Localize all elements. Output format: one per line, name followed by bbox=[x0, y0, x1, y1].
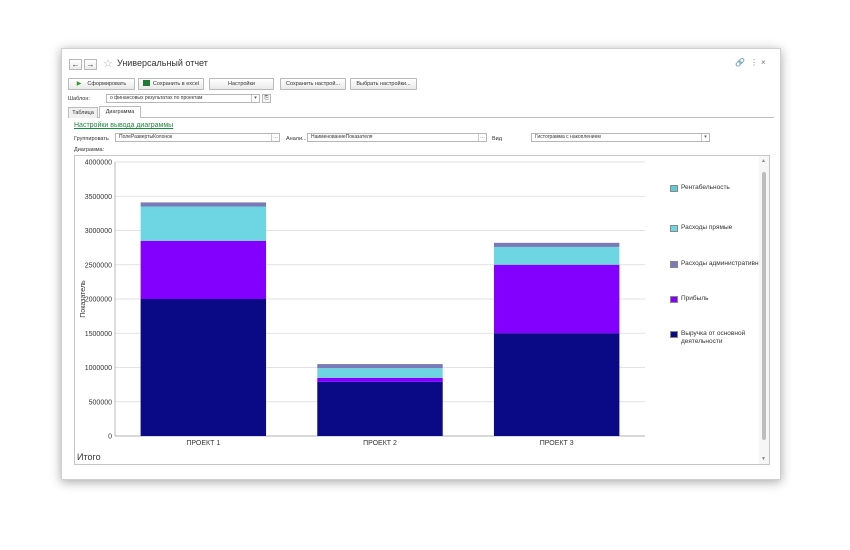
chart-frame: 0 500000 1000000 1500000 2000000 2500000 30000… bbox=[74, 155, 770, 465]
x-tick-label: ПРОЕКТ 2 bbox=[363, 440, 397, 447]
group-field[interactable]: ПолеРазвертыКолонок … bbox=[115, 133, 280, 142]
y-axis-label: Показатель bbox=[80, 280, 87, 318]
legend-label: Рентабельность bbox=[681, 184, 730, 191]
scroll-up-icon[interactable]: ▲ bbox=[761, 158, 766, 164]
bar-segment bbox=[317, 381, 443, 436]
settings-button[interactable]: Настройки bbox=[209, 78, 274, 90]
tab-bar: Таблица Диаграмма bbox=[68, 106, 774, 118]
legend-label: Выручка от основной деятельности bbox=[681, 330, 746, 345]
legend-swatch bbox=[670, 296, 678, 303]
template-field[interactable]: о финансовых результатах по проектам ▾ bbox=[106, 94, 260, 103]
window-title: Универсальный отчет bbox=[117, 58, 208, 68]
y-tick-label: 4000000 bbox=[85, 160, 112, 167]
bar-segment bbox=[140, 299, 267, 436]
save-excel-button[interactable]: Сохранить в excel bbox=[138, 78, 204, 90]
close-icon[interactable]: × bbox=[761, 58, 766, 67]
diagram-label: Диаграмма: bbox=[74, 147, 105, 153]
legend-swatch bbox=[670, 331, 678, 338]
open-icon[interactable]: ⎘ bbox=[262, 94, 271, 103]
back-arrow-icon[interactable]: ← bbox=[69, 59, 82, 70]
y-tick-label: 2000000 bbox=[85, 297, 112, 304]
tab-diagram[interactable]: Диаграмма bbox=[99, 106, 141, 118]
save-settings-button[interactable]: Сохранить настрой... bbox=[280, 78, 346, 90]
bar-segment bbox=[493, 246, 620, 265]
y-tick-label: 1500000 bbox=[85, 331, 112, 338]
analysis-field[interactable]: НаименованиеПоказателя … bbox=[307, 133, 487, 142]
scroll-thumb[interactable] bbox=[762, 172, 766, 440]
bar-segment bbox=[317, 364, 443, 369]
chart-settings-link[interactable]: Настройки вывода диаграммы bbox=[74, 122, 174, 129]
more-menu-icon[interactable]: ⋮ bbox=[750, 58, 758, 67]
report-window: ← → ☆ Универсальный отчет 🔗 ⋮ × ▶ Сформир… bbox=[61, 48, 781, 480]
y-tick-label: 2500000 bbox=[85, 262, 112, 269]
bar-segment bbox=[493, 333, 620, 436]
link-icon[interactable]: 🔗 bbox=[735, 58, 745, 67]
stacked-bar-chart: 0 500000 1000000 1500000 2000000 2500000 30000… bbox=[80, 160, 645, 447]
total-label: Итого bbox=[77, 452, 101, 462]
legend-label: Прибыль bbox=[681, 295, 709, 302]
bar-segment bbox=[140, 240, 267, 299]
analysis-value: НаименованиеПоказателя bbox=[311, 134, 373, 140]
view-field[interactable]: Гистограмма с накоплением ▾ bbox=[531, 133, 710, 142]
title-bar: ← → ☆ Универсальный отчет 🔗 ⋮ × bbox=[62, 49, 780, 77]
ellipsis-icon[interactable]: … bbox=[478, 134, 485, 141]
x-tick-label: ПРОЕКТ 3 bbox=[540, 440, 574, 447]
bar-segment bbox=[493, 264, 620, 334]
scroll-down-icon[interactable]: ▼ bbox=[761, 456, 766, 462]
chevron-down-icon[interactable]: ▾ bbox=[701, 134, 709, 141]
forward-arrow-icon[interactable]: → bbox=[84, 59, 97, 70]
save-excel-label: Сохранить в excel bbox=[152, 81, 200, 87]
legend-swatch bbox=[670, 261, 678, 268]
bar-segment bbox=[493, 242, 620, 247]
vertical-scrollbar[interactable]: ▲ ▼ bbox=[759, 156, 769, 464]
template-label: Шаблон: bbox=[68, 96, 90, 102]
ellipsis-icon[interactable]: … bbox=[271, 134, 278, 141]
y-tick-label: 0 bbox=[108, 434, 112, 441]
view-label: Вид bbox=[492, 136, 502, 142]
view-value: Гистограмма с накоплением bbox=[535, 134, 601, 140]
template-value: о финансовых результатах по проектам bbox=[110, 95, 203, 101]
bar-segment bbox=[317, 377, 443, 382]
legend-swatch bbox=[670, 225, 678, 232]
y-tick-label: 500000 bbox=[89, 399, 112, 406]
bar-segment bbox=[317, 368, 443, 378]
y-tick-label: 3500000 bbox=[85, 194, 112, 201]
legend-label: Расходы прямые bbox=[681, 224, 733, 231]
legend-label: Расходы административные bbox=[681, 260, 767, 267]
generate-label: Сформировать bbox=[87, 81, 127, 87]
generate-button[interactable]: ▶ Сформировать bbox=[68, 78, 135, 90]
tab-table[interactable]: Таблица bbox=[68, 107, 98, 118]
x-tick-label: ПРОЕКТ 1 bbox=[186, 440, 220, 447]
bar-segment bbox=[140, 206, 267, 241]
select-settings-button[interactable]: Выбрать настройки... bbox=[350, 78, 417, 90]
excel-icon bbox=[142, 80, 150, 86]
bar-segment bbox=[140, 202, 267, 207]
y-tick-label: 3000000 bbox=[85, 228, 112, 235]
legend-swatch bbox=[670, 185, 678, 192]
play-icon: ▶ bbox=[76, 81, 82, 87]
favorite-star-icon[interactable]: ☆ bbox=[103, 58, 113, 70]
analysis-label: Анали... bbox=[286, 136, 307, 142]
y-tick-label: 1000000 bbox=[85, 365, 112, 372]
group-label: Группировать bbox=[74, 136, 109, 142]
chevron-down-icon[interactable]: ▾ bbox=[251, 95, 259, 102]
group-value: ПолеРазвертыКолонок bbox=[119, 134, 173, 140]
